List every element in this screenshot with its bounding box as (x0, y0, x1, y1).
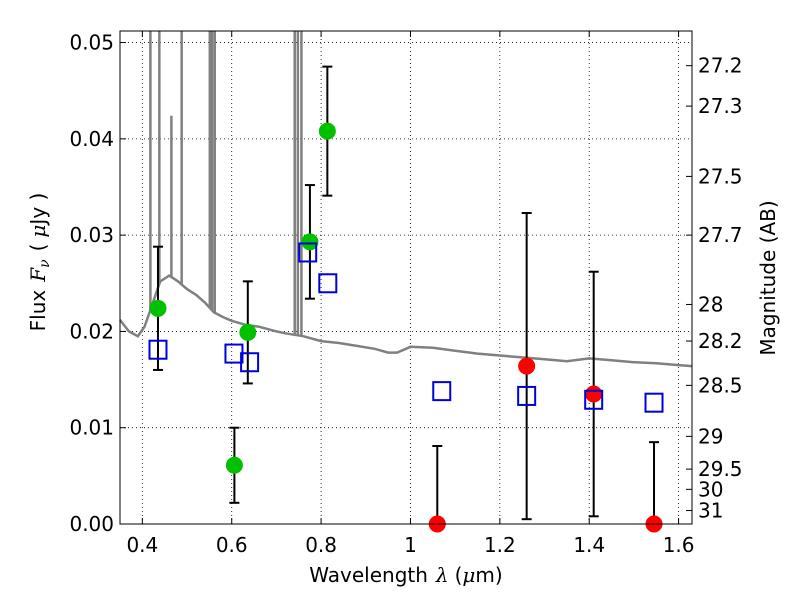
y2-tick-label: 29 (698, 424, 723, 448)
model-point-square (584, 389, 604, 410)
y-tick-label: 0.03 (69, 223, 114, 247)
x-tick-label: 0.4 (126, 533, 158, 557)
data-point-circle (301, 233, 319, 251)
x-tick-label: 0.6 (216, 533, 248, 557)
data-point-circle (318, 122, 336, 140)
model-point-square (432, 381, 452, 402)
x-tick-label: 1.2 (484, 533, 516, 557)
y-axis-label: FluxFν(μJy ) (26, 193, 53, 332)
y2-tick-label: 27.7 (698, 223, 743, 247)
y-tick-label: 0.00 (69, 512, 114, 536)
x-tick-label: 1.4 (573, 533, 605, 557)
plot-frame (119, 30, 693, 525)
model-spectrum (119, 31, 693, 368)
grid-lines (120, 31, 692, 525)
x-axis-label: Wavelength λ (μm) (309, 563, 502, 587)
model-spectrum-line (119, 274, 693, 368)
y2-axis-label: Magnitude (AB) (756, 200, 780, 355)
y2-tick-label: 28.2 (698, 329, 743, 353)
model-point-square (148, 339, 168, 360)
y2-tick-label: 29.5 (698, 457, 743, 481)
model-point-square (240, 352, 260, 373)
y-tick-label: 0.05 (69, 31, 114, 55)
y2-tick-label: 31 (698, 499, 723, 523)
model-point-square (517, 385, 537, 406)
y2-tick-label: 27.5 (698, 164, 743, 188)
x-tick-label: 0.8 (305, 533, 337, 557)
data-point-circle (149, 299, 167, 317)
y2-tick-label: 27.3 (698, 94, 743, 118)
model-point-square (298, 242, 318, 263)
data-point-circle (518, 357, 536, 375)
model-point-square (644, 392, 664, 413)
error-bars (152, 65, 660, 525)
y2-tick-label: 28 (698, 292, 723, 316)
data-markers (148, 122, 664, 533)
axis-ticks: 0.4 0.6 0.8 1 1.2 1.4 1.6 0.00 0.01 0.02 0.03 0.04 0… (69, 31, 742, 557)
y-tick-label: 0.02 (69, 319, 114, 343)
y2-tick-label: 28.5 (698, 373, 743, 397)
model-point-square (318, 273, 338, 294)
y2-tick-label: 27.2 (698, 54, 743, 78)
y-tick-label: 0.04 (69, 127, 114, 151)
y2-tick-label: 30 (698, 477, 723, 501)
x-tick-label: 1 (404, 533, 417, 557)
data-point-circle (239, 323, 257, 341)
x-tick-label: 1.6 (663, 533, 695, 557)
data-point-circle (225, 456, 243, 474)
model-point-square (224, 343, 244, 364)
y-tick-label: 0.01 (69, 416, 114, 440)
data-point-circle (585, 385, 603, 403)
